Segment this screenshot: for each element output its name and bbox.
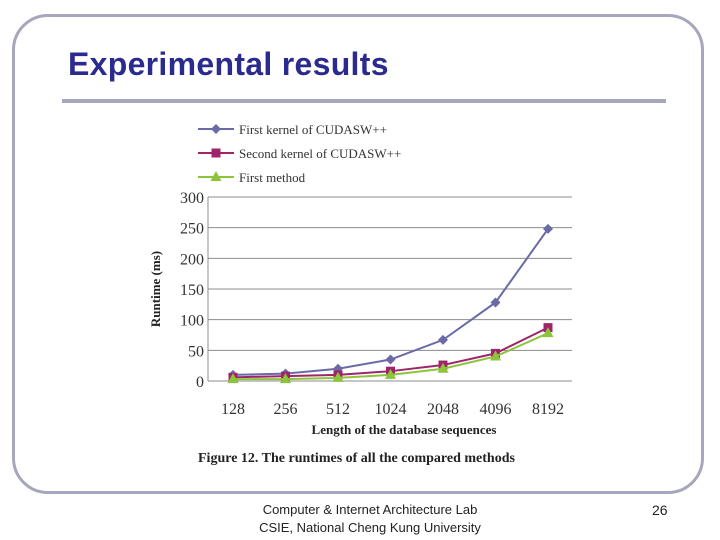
y-tick-label: 100 <box>180 313 204 330</box>
series-3-point <box>542 327 554 338</box>
title-divider <box>62 99 666 103</box>
y-tick-label: 0 <box>196 374 204 391</box>
x-tick-label: 1024 <box>375 401 407 418</box>
footer-lab-name: Computer & Internet Architecture Lab <box>262 502 478 517</box>
x-tick-label: 2048 <box>427 401 459 418</box>
series-1-point <box>385 354 396 365</box>
legend-label-3: First method <box>239 170 306 185</box>
series-3-point <box>490 350 501 361</box>
x-tick-label: 128 <box>221 401 245 418</box>
figure-caption: Figure 12. The runtimes of all the compa… <box>198 451 515 466</box>
series-3-point <box>385 368 396 379</box>
page-number: 26 <box>652 502 668 518</box>
series-line-1 <box>232 228 549 376</box>
x-axis-title: Length of the database sequences <box>312 422 497 437</box>
slide-title: Experimental results <box>68 46 389 82</box>
series-3-point <box>437 362 449 373</box>
y-tick-label: 150 <box>180 282 204 299</box>
series-3-point <box>280 373 291 384</box>
series-1-point <box>543 223 553 234</box>
x-tick-label: 4096 <box>480 401 512 418</box>
x-tick-label: 512 <box>326 401 350 418</box>
legend-label-1: First kernel of CUDASW++ <box>239 122 387 137</box>
footer: Computer & Internet Architecture Lab CSI… <box>220 501 520 537</box>
slide-frame <box>12 14 704 494</box>
legend-marker-3 <box>210 171 222 181</box>
y-tick-label: 300 <box>180 190 204 207</box>
series-3-point <box>332 371 344 382</box>
x-tick-label: 256 <box>274 401 298 418</box>
legend-marker-2 <box>211 148 221 158</box>
y-tick-label: 200 <box>180 251 204 268</box>
series-1-point <box>490 297 501 308</box>
legend-label-2: Second kernel of CUDASW++ <box>239 146 401 161</box>
series-3-point <box>227 373 239 384</box>
legend-marker-1 <box>211 124 221 134</box>
x-tick-label: 8192 <box>532 401 564 418</box>
y-tick-label: 50 <box>188 343 204 360</box>
footer-university: CSIE, National Cheng Kung University <box>259 520 481 535</box>
y-tick-label: 250 <box>180 221 204 238</box>
series-1-point <box>438 334 448 345</box>
runtime-chart: 0 50 100 150 200 250 300 128 256 512 1024 2048 4096 8… <box>148 122 572 466</box>
y-axis-title: Runtime (ms) <box>148 251 163 327</box>
